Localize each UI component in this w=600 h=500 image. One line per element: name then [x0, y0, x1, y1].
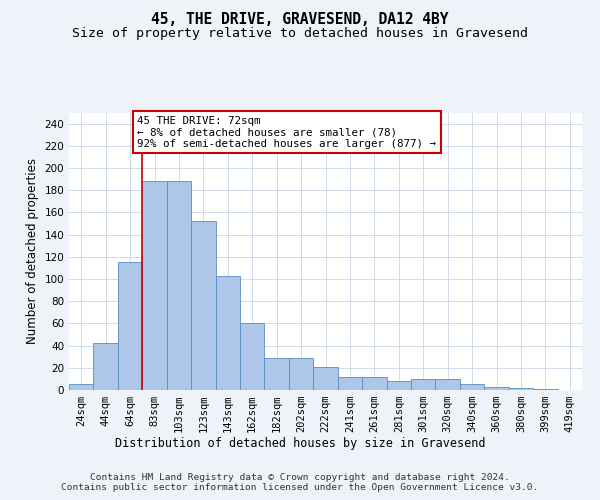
Bar: [69, 384, 94, 390]
Bar: [436, 379, 460, 390]
Y-axis label: Number of detached properties: Number of detached properties: [26, 158, 39, 344]
Text: 45 THE DRIVE: 72sqm
← 8% of detached houses are smaller (78)
92% of semi-detache: 45 THE DRIVE: 72sqm ← 8% of detached hou…: [137, 116, 436, 149]
Bar: [386, 381, 411, 390]
Bar: [484, 386, 509, 390]
Text: Distribution of detached houses by size in Gravesend: Distribution of detached houses by size …: [115, 438, 485, 450]
Bar: [362, 376, 386, 390]
Bar: [215, 276, 240, 390]
Bar: [142, 182, 167, 390]
Bar: [191, 222, 215, 390]
Bar: [509, 388, 533, 390]
Bar: [118, 262, 142, 390]
Text: 45, THE DRIVE, GRAVESEND, DA12 4BY: 45, THE DRIVE, GRAVESEND, DA12 4BY: [151, 12, 449, 28]
Bar: [289, 358, 313, 390]
Bar: [94, 344, 118, 390]
Bar: [460, 384, 484, 390]
Bar: [167, 182, 191, 390]
Bar: [338, 376, 362, 390]
Bar: [265, 358, 289, 390]
Bar: [313, 366, 338, 390]
Text: Contains HM Land Registry data © Crown copyright and database right 2024.
Contai: Contains HM Land Registry data © Crown c…: [61, 472, 539, 492]
Text: Size of property relative to detached houses in Gravesend: Size of property relative to detached ho…: [72, 28, 528, 40]
Bar: [411, 379, 436, 390]
Bar: [240, 324, 265, 390]
Bar: [533, 389, 557, 390]
